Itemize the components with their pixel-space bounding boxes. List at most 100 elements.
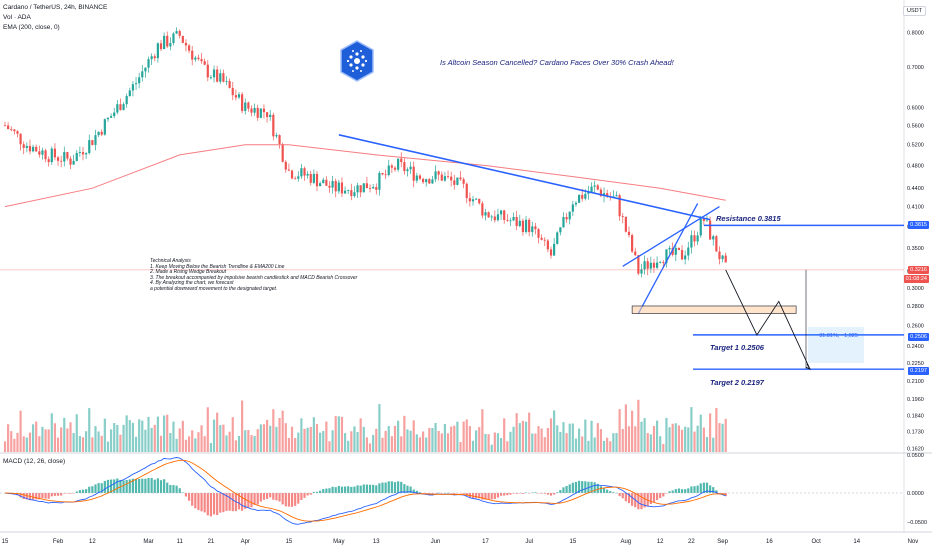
- ema200-line: [4, 144, 726, 208]
- volume-bar: [387, 426, 390, 452]
- macd-histogram-bar: [484, 493, 487, 500]
- macd-histogram-bar: [421, 493, 425, 494]
- macd-histogram-bar: [487, 493, 490, 500]
- volume-bar: [409, 430, 412, 452]
- candle-body: [337, 182, 340, 192]
- volume-bar: [319, 432, 322, 452]
- macd-histogram-bar: [624, 493, 627, 502]
- volume-bar: [677, 425, 681, 452]
- macd-histogram-bar: [163, 479, 166, 493]
- signal-line: [4, 459, 726, 522]
- candle-body: [16, 131, 19, 134]
- candle-body: [184, 42, 188, 46]
- macd-histogram-bar: [643, 493, 646, 508]
- macd-histogram-bar: [705, 482, 709, 493]
- currency-button[interactable]: USDT: [903, 6, 926, 16]
- volume-bar: [60, 427, 63, 452]
- candle-body: [331, 181, 334, 188]
- resistance-label: Resistance 0.3815: [716, 214, 781, 223]
- volume-bar: [493, 432, 496, 452]
- macd-histogram-bar: [415, 490, 418, 493]
- volume-bar: [590, 420, 593, 452]
- candle-body: [203, 61, 206, 65]
- candle-body: [169, 43, 172, 47]
- volume-bar: [574, 438, 578, 452]
- macd-histogram-bar: [543, 493, 546, 494]
- candle-body: [297, 176, 300, 179]
- macd-histogram-bar: [191, 493, 194, 506]
- candle-body: [109, 116, 113, 118]
- macd-histogram-bar: [256, 493, 259, 505]
- time-tick-label: 11: [177, 539, 184, 545]
- volume-bar: [715, 408, 718, 452]
- volume-bar: [624, 404, 627, 452]
- macd-histogram-bar: [85, 489, 88, 493]
- volume-bar: [521, 420, 525, 452]
- macd-histogram-bar: [621, 493, 624, 499]
- candle-body: [372, 187, 375, 189]
- macd-histogram-bar: [144, 478, 147, 493]
- volume-bar: [50, 413, 53, 452]
- candle-body: [687, 247, 690, 256]
- projection-arrowhead: [805, 363, 812, 371]
- candle-body: [81, 152, 85, 155]
- measure-box[interactable]: −31.81%, −1,025: [808, 327, 864, 363]
- volume-bar: [434, 422, 437, 452]
- volume-bar: [487, 434, 490, 452]
- volume-bar: [437, 430, 440, 452]
- countdown-tag: 01:08:24: [903, 275, 929, 283]
- candle-body: [250, 108, 253, 113]
- candle-body: [38, 151, 41, 155]
- macd-histogram-bar: [125, 479, 128, 493]
- candle-body: [705, 220, 709, 222]
- symbol-legend[interactable]: Cardano / TetherUS, 24h, BINANCE: [3, 4, 108, 11]
- candle-body: [384, 174, 387, 176]
- ema-legend[interactable]: EMA (200, close, 0): [3, 24, 60, 31]
- macd-histogram-bar: [66, 493, 69, 494]
- volume-bar: [212, 419, 216, 452]
- macd-histogram-bar: [337, 485, 340, 493]
- volume-bar: [253, 435, 256, 452]
- volume-bar: [256, 429, 259, 452]
- macd-tick-label: −0.0500: [907, 520, 927, 526]
- candle-body: [216, 69, 219, 82]
- macd-legend[interactable]: MACD (12, 26, close): [3, 458, 66, 465]
- macd-histogram-bar: [549, 493, 553, 496]
- volume-bar: [602, 440, 606, 452]
- candle-body: [22, 144, 25, 148]
- macd-histogram-bar: [19, 493, 22, 498]
- candle-body: [241, 94, 244, 111]
- volume-legend[interactable]: Vol · ADA: [3, 14, 31, 21]
- volume-bar: [116, 424, 119, 452]
- volume-bar: [450, 426, 453, 452]
- volume-bar: [406, 429, 409, 452]
- volume-bar: [147, 416, 150, 452]
- macd-histogram-bar: [674, 489, 677, 493]
- volume-bar: [512, 426, 515, 452]
- price-tick-label: 0.2250: [907, 361, 924, 367]
- macd-histogram-bar: [209, 493, 213, 517]
- macd-histogram-bar: [128, 479, 131, 493]
- candle-body: [356, 185, 359, 193]
- candle-body: [116, 104, 119, 113]
- macd-histogram-bar: [493, 493, 496, 500]
- macd-histogram-bar: [584, 481, 587, 493]
- volume-bar: [197, 432, 200, 452]
- candle-body: [484, 212, 487, 216]
- macd-histogram-bar: [431, 493, 434, 495]
- volume-bar: [75, 414, 78, 452]
- volume-bar: [222, 424, 225, 452]
- candle-body: [150, 56, 153, 60]
- candle-body: [128, 90, 131, 97]
- macd-histogram-bar: [365, 484, 369, 493]
- candle-body: [113, 112, 116, 117]
- volume-bar: [281, 410, 284, 452]
- candle-body: [478, 198, 481, 204]
- candle-body: [662, 262, 665, 264]
- volume-bar: [375, 428, 378, 452]
- macd-pane: [0, 457, 904, 525]
- candle-body: [559, 227, 562, 233]
- macd-histogram-bar: [655, 493, 659, 501]
- price-tick-label: 0.7000: [907, 65, 924, 71]
